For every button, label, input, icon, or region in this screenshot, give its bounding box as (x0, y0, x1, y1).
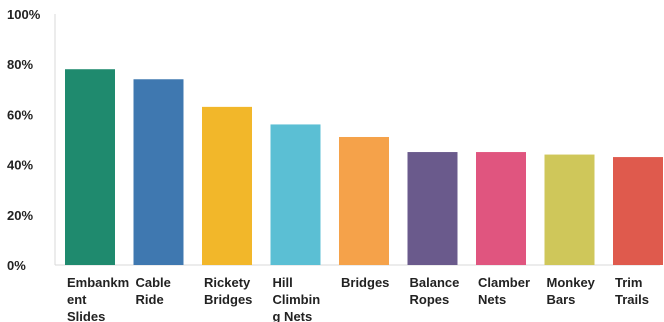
y-tick-label: 20% (7, 208, 33, 223)
x-category-label: Bars (547, 292, 576, 307)
x-category-label: Embankm (67, 275, 129, 290)
bar (270, 124, 321, 265)
x-axis-labels: Embankm ent Slides Cable Ride Rickety Bridges H… (67, 275, 649, 322)
bar (476, 152, 526, 265)
x-category-label: Trim (615, 275, 642, 290)
x-category-label: Monkey (547, 275, 596, 290)
x-category-label: Nets (478, 292, 506, 307)
y-tick-label: 60% (7, 107, 33, 122)
x-category-label: Bridges (204, 292, 252, 307)
x-category-label: Clamber (478, 275, 530, 290)
bar (133, 79, 184, 265)
x-category-label: Trails (615, 292, 649, 307)
bar (202, 106, 252, 266)
bar (65, 69, 115, 265)
y-tick-label: 80% (7, 57, 33, 72)
x-category-label: Hill (273, 275, 293, 290)
x-category-label: Ride (136, 292, 164, 307)
bars-group (65, 69, 663, 266)
y-tick-label: 0% (7, 258, 26, 273)
bar (613, 157, 663, 265)
y-tick-label: 100% (7, 7, 41, 22)
y-tick-label: 40% (7, 158, 33, 173)
x-category-label: Bridges (341, 275, 389, 290)
x-category-label: ent (67, 292, 87, 307)
bar (339, 136, 389, 265)
x-category-label: Cable (136, 275, 171, 290)
y-axis-ticks: 0% 20% 40% 60% 80% 100% (7, 7, 41, 273)
x-category-label: Climbin (273, 292, 321, 307)
bar (407, 152, 458, 265)
x-category-label: Slides (67, 309, 105, 322)
x-category-label: g Nets (273, 309, 313, 322)
x-category-label: Balance (410, 275, 460, 290)
x-category-label: Ropes (410, 292, 450, 307)
x-category-label: Rickety (204, 275, 251, 290)
bar (544, 154, 595, 265)
